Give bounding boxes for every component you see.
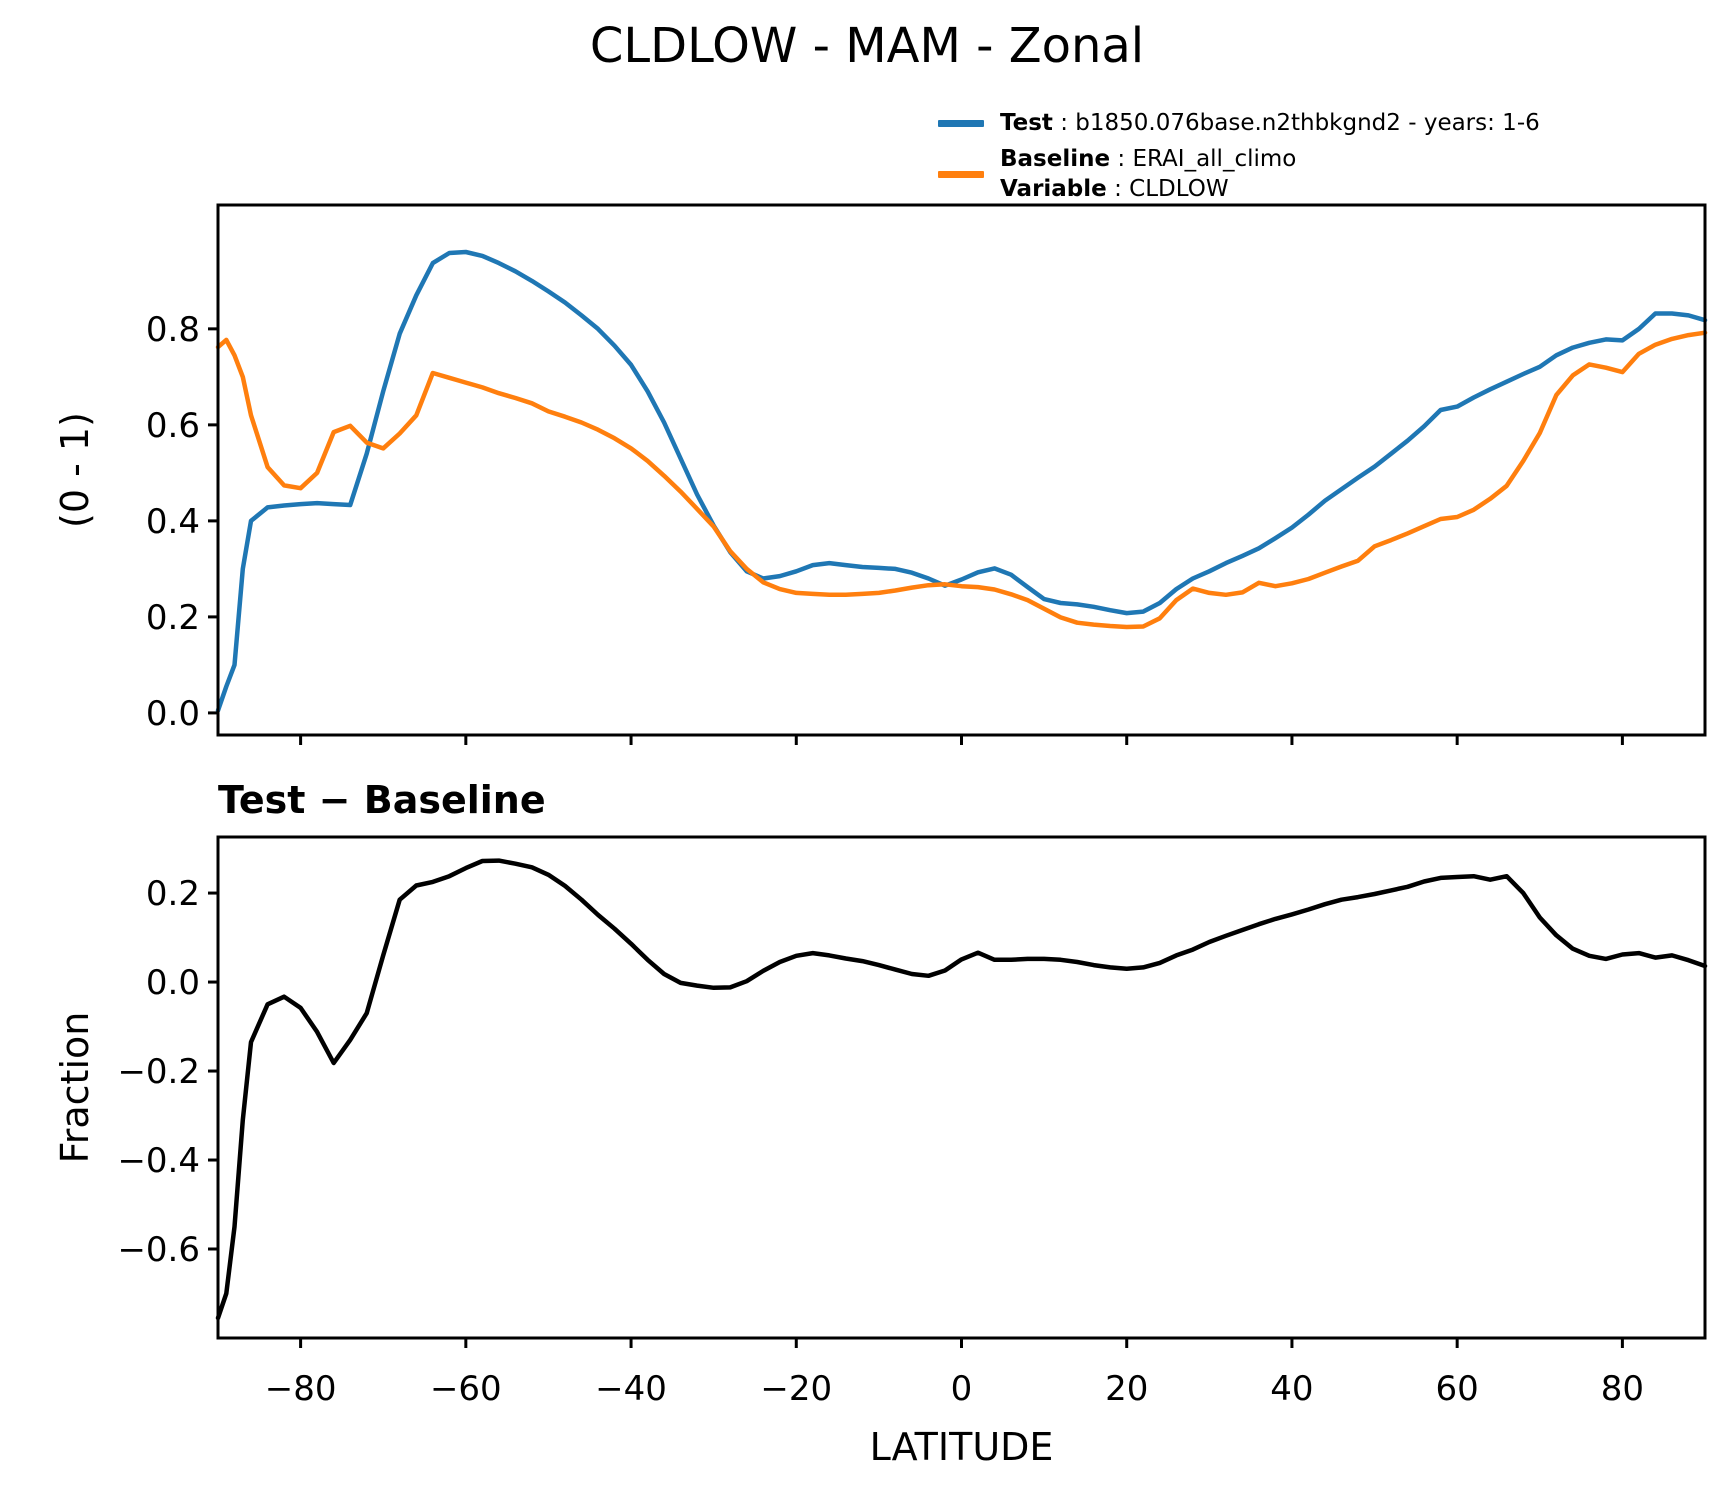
legend-variable-value: : CLDLOW: [1106, 176, 1229, 202]
legend-variable-label: Variable: [1000, 176, 1107, 202]
legend-baseline-value: : ERAI_all_climo: [1110, 146, 1297, 172]
y-axis-label: (0 - 1): [53, 412, 97, 528]
x-axis-label: LATITUDE: [870, 1425, 1054, 1469]
legend-test-label: Test: [1000, 110, 1053, 136]
test-line-swatch: [938, 119, 984, 127]
x-tick-label: −20: [760, 1369, 832, 1409]
legend-entry-baseline: Baseline : ERAI_all_climo Variable : CLD…: [938, 144, 1540, 204]
axes-frame: [216, 835, 1707, 1340]
x-tick-label: −80: [265, 1369, 337, 1409]
x-tick-label: −60: [430, 1369, 502, 1409]
test-minus-baseline-line: [215, 858, 1708, 1321]
x-tick-label: −40: [595, 1369, 667, 1409]
y-tick-label: 0.8: [146, 310, 200, 350]
legend-test-value: : b1850.076base.n2thbkgnd2 - years: 1-6: [1052, 110, 1540, 136]
y-tick-label: −0.6: [117, 1230, 200, 1270]
x-tick-label: 0: [951, 1369, 973, 1409]
x-tick-label: 40: [1270, 1369, 1313, 1409]
y-tick-label: −0.2: [117, 1052, 200, 1092]
baseline-line-swatch: [938, 170, 984, 178]
legend-entry-test: Test : b1850.076base.n2thbkgnd2 - years:…: [938, 108, 1540, 138]
y-tick-label: 0.4: [146, 502, 200, 542]
legend: Test : b1850.076base.n2thbkgnd2 - years:…: [938, 108, 1540, 204]
x-tick-label: 60: [1436, 1369, 1479, 1409]
y-tick-label: 0.0: [146, 963, 200, 1003]
legend-baseline-label: Baseline: [1000, 146, 1111, 172]
axes-frame: [216, 203, 1707, 737]
y-tick-label: −0.4: [117, 1141, 200, 1181]
page-title: CLDLOW - MAM - Zonal: [589, 18, 1145, 74]
y-tick-label: 0.6: [146, 406, 200, 446]
zonal-mean-panel: 0.0 0.2 0.4 0.6 0.8 (0 - 1): [53, 203, 1708, 745]
difference-panel: −80 −60 −40 −20 0 20 40 60 80 0.2 0.0 −0.2 −0.4 −0.6 F…: [53, 778, 1708, 1469]
baseline-line: [215, 330, 1708, 630]
panel-title: Test − Baseline: [218, 778, 546, 822]
test-line: [215, 249, 1708, 713]
x-tick-label: 80: [1601, 1369, 1644, 1409]
x-tick-label: 20: [1105, 1369, 1148, 1409]
y-axis-label: Fraction: [53, 1012, 97, 1164]
y-tick-label: 0.2: [146, 874, 200, 914]
y-tick-label: 0.2: [146, 598, 200, 638]
y-tick-label: 0.0: [146, 694, 200, 734]
